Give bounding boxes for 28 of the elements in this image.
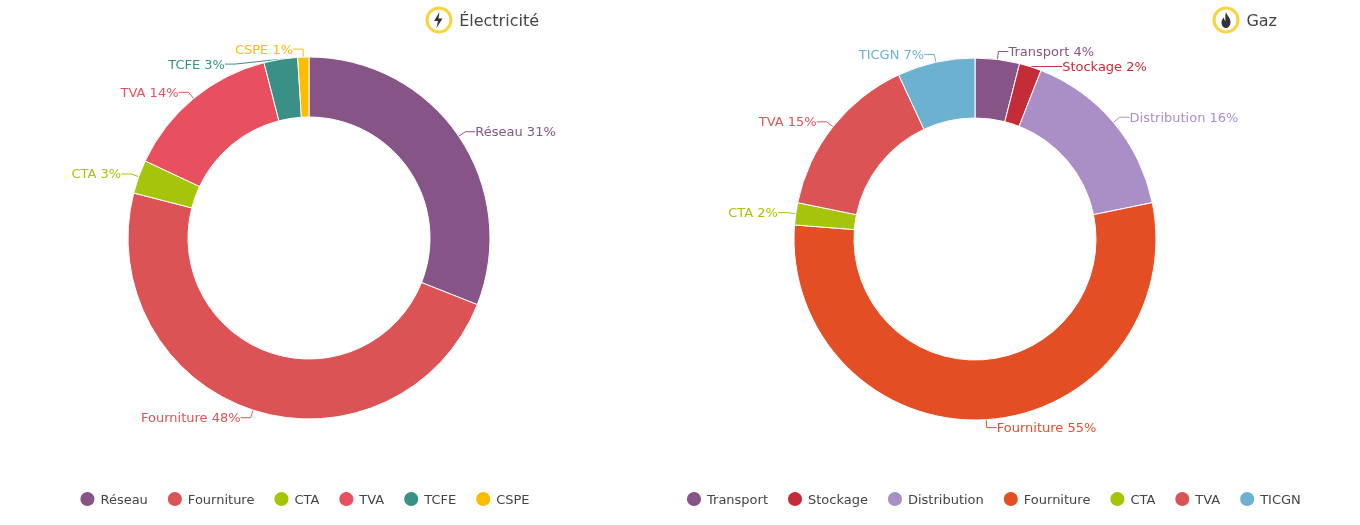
category-label: Transport 4% — [1008, 43, 1095, 59]
legend-label: Fourniture — [187, 491, 255, 507]
category-label: TCFE 3% — [168, 56, 225, 72]
category-label: Réseau 31% — [475, 124, 556, 140]
category-label: Stockage 2% — [1062, 58, 1147, 74]
category-label: TVA 14% — [120, 84, 179, 100]
legend-label: TCFE — [423, 491, 457, 507]
category-label: CTA 3% — [71, 166, 122, 182]
legend-label: Réseau — [100, 491, 148, 507]
category-label: CSPE 1% — [234, 41, 294, 57]
category-label: Distribution 16% — [1129, 109, 1239, 125]
legend-label: Fourniture — [1023, 491, 1091, 507]
legend-label: TVA — [358, 491, 385, 507]
legend-label: CTA — [1130, 491, 1156, 507]
legend-label: CSPE — [496, 491, 530, 507]
category-label: CTA 2% — [728, 205, 778, 221]
category-label: TVA 15% — [758, 114, 817, 130]
legend-label: TICGN — [1259, 491, 1301, 507]
chart-title: Gaz — [1246, 10, 1277, 30]
chart-title: Électricité — [459, 10, 539, 30]
legend-label: TVA — [1194, 491, 1221, 507]
legend-label: Distribution — [907, 491, 984, 507]
legend-label: Transport — [706, 491, 769, 507]
category-label: Fourniture 55% — [996, 420, 1097, 436]
category-label: Fourniture 48% — [140, 410, 241, 426]
legend-label: Stockage — [808, 491, 868, 507]
legend-label: CTA — [294, 491, 320, 507]
category-label: TICGN 7% — [858, 46, 925, 62]
